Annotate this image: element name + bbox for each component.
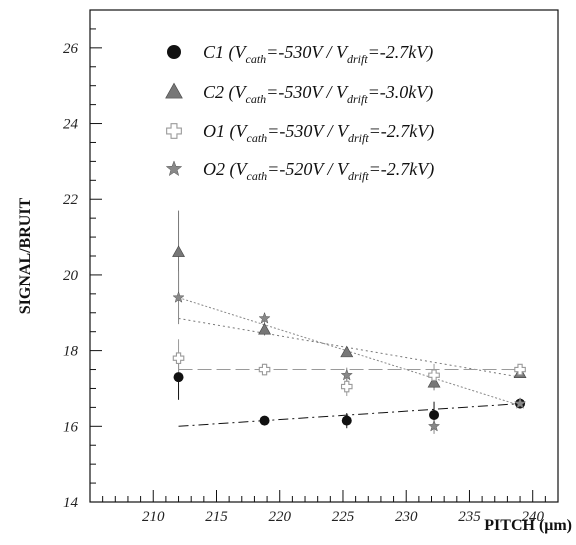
data-point-o2 bbox=[172, 291, 185, 303]
x-tick-label: 210 bbox=[142, 509, 165, 525]
x-tick-label: 220 bbox=[268, 509, 291, 525]
legend-label-c2: C2 (Vcath=-530V / Vdrift=-3.0kV) bbox=[203, 82, 433, 106]
x-tick-label: 235 bbox=[458, 509, 481, 525]
tick-marks bbox=[90, 28, 546, 503]
legend-subscript: drift bbox=[347, 52, 368, 66]
x-tick-label: 230 bbox=[395, 509, 418, 525]
legend-marker-c1 bbox=[167, 45, 181, 59]
y-tick-label: 20 bbox=[63, 268, 79, 284]
legend-text: O2 (V bbox=[203, 159, 248, 180]
data-point-o1 bbox=[428, 369, 440, 382]
data-point-o2 bbox=[340, 368, 353, 381]
legend-text: O1 (V bbox=[203, 121, 248, 142]
legend-subscript: drift bbox=[348, 131, 369, 145]
fit-line-c1 bbox=[178, 403, 521, 427]
data-point-o1 bbox=[340, 380, 353, 393]
data-point-c1 bbox=[341, 415, 352, 426]
data-point-c2 bbox=[340, 345, 354, 358]
data-point-c1 bbox=[429, 409, 440, 420]
data-point-o2 bbox=[513, 397, 527, 409]
y-tick-label: 22 bbox=[63, 192, 79, 208]
legend-text: =-530V / V bbox=[267, 121, 350, 141]
data-point-c2 bbox=[172, 245, 185, 257]
y-tick-label: 18 bbox=[63, 344, 79, 360]
y-axis-label: SIGNAL/BRUIT bbox=[17, 197, 34, 314]
data-point-o1 bbox=[258, 363, 271, 376]
data-point-o2 bbox=[427, 419, 441, 432]
fit-lines bbox=[178, 297, 521, 427]
legend-label-o2: O2 (Vcath=-520V / Vdrift=-2.7kV) bbox=[203, 159, 434, 183]
legend-text: =-520V / V bbox=[267, 159, 350, 179]
data-point-o1 bbox=[172, 352, 185, 364]
legend-subscript: drift bbox=[348, 169, 369, 183]
data-markers bbox=[172, 245, 527, 432]
legend-marker-c2 bbox=[165, 82, 183, 99]
legend-subscript: cath bbox=[247, 131, 268, 145]
x-tick-label: 215 bbox=[205, 509, 228, 525]
legend-text: =-530V / V bbox=[266, 82, 349, 102]
legend-text: =-2.7kV) bbox=[369, 121, 435, 142]
legend-text: =-2.7kV) bbox=[369, 159, 435, 180]
x-tick-label: 225 bbox=[332, 509, 355, 525]
data-point-c2 bbox=[258, 322, 272, 335]
legend-text: =-530V / V bbox=[266, 42, 349, 62]
legend-label-c1: C1 (Vcath=-530V / Vdrift=-2.7kV) bbox=[203, 42, 433, 66]
legend-subscript: cath bbox=[246, 92, 267, 106]
legend-marker-o2 bbox=[165, 160, 183, 177]
data-point-o2 bbox=[258, 311, 271, 324]
x-tick-label: 240 bbox=[521, 509, 544, 525]
x-axis-label: PITCH (μm) bbox=[484, 517, 572, 534]
legend-marker-o1 bbox=[166, 123, 182, 139]
legend-text: =-2.7kV) bbox=[368, 42, 434, 63]
legend-text: C2 (V bbox=[203, 82, 248, 103]
y-tick-label: 16 bbox=[63, 419, 79, 435]
fit-line-c2 bbox=[178, 317, 521, 378]
legend-subscript: cath bbox=[247, 169, 268, 183]
data-point-c2 bbox=[427, 375, 441, 388]
y-tick-label: 24 bbox=[63, 117, 79, 133]
y-tick-label: 26 bbox=[63, 41, 79, 57]
legend-subscript: drift bbox=[347, 92, 368, 106]
data-point-c1 bbox=[259, 415, 270, 426]
error-bars bbox=[178, 210, 521, 434]
legend-text: C1 (V bbox=[203, 42, 248, 63]
tick-labels: 210 215 220 225 230 235 240 14 16 18 20 22 24 26 bbox=[63, 41, 544, 525]
legend: C1 (Vcath=-530V / Vdrift=-2.7kV)C2 (Vcat… bbox=[165, 42, 434, 183]
legend-subscript: cath bbox=[246, 52, 267, 66]
data-point-c1 bbox=[173, 372, 184, 383]
legend-label-o1: O1 (Vcath=-530V / Vdrift=-2.7kV) bbox=[203, 121, 434, 145]
y-tick-label: 14 bbox=[63, 495, 79, 511]
legend-text: =-3.0kV) bbox=[368, 82, 434, 103]
data-point-o1 bbox=[514, 363, 526, 376]
